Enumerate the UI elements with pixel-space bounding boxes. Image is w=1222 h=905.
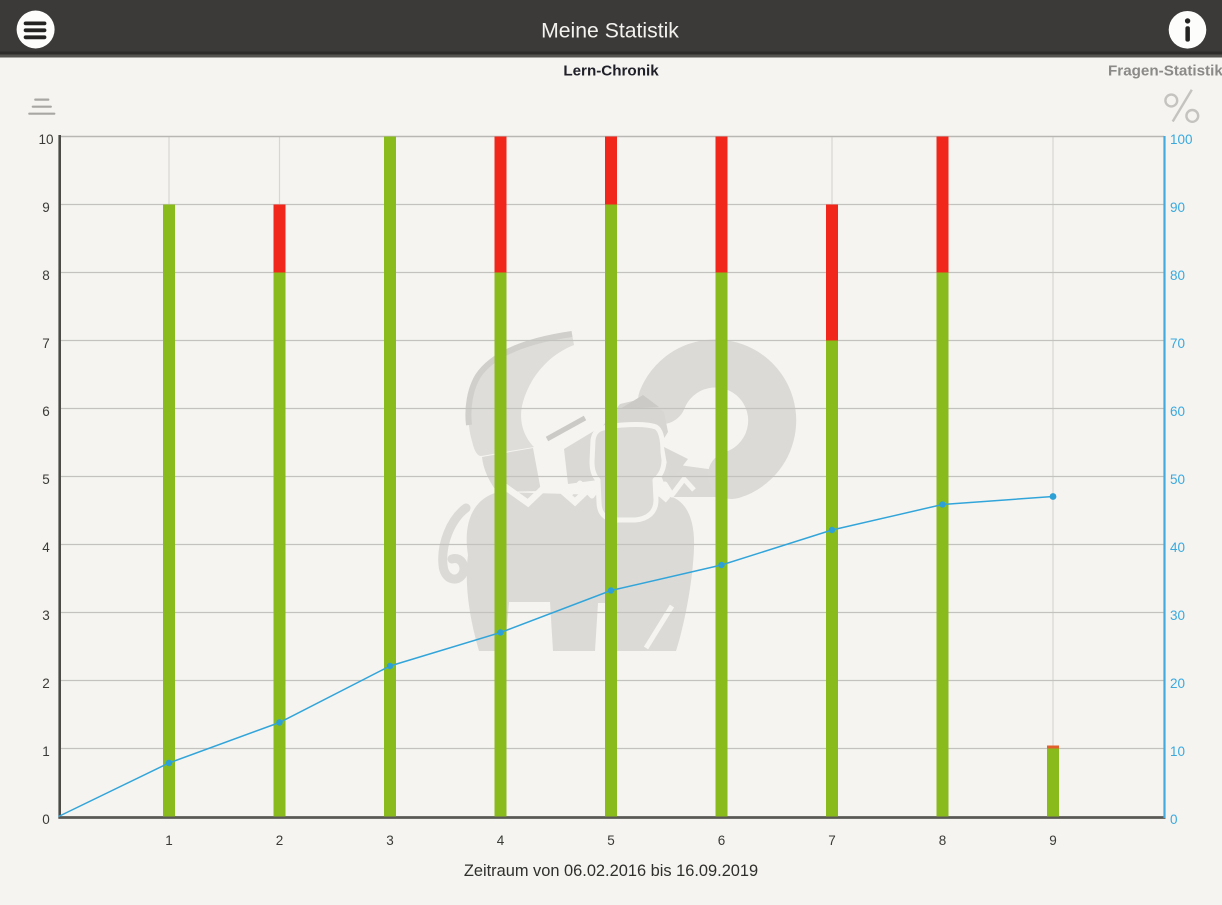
svg-text:9: 9 [42, 200, 50, 215]
svg-text:30: 30 [1170, 608, 1185, 623]
svg-text:6: 6 [42, 404, 50, 419]
svg-text:7: 7 [828, 833, 836, 848]
svg-text:40: 40 [1170, 540, 1185, 555]
svg-text:5: 5 [607, 833, 615, 848]
svg-text:Fragen-Statistik: Fragen-Statistik [1108, 63, 1222, 80]
svg-text:90: 90 [1170, 200, 1185, 215]
svg-text:3: 3 [42, 608, 50, 623]
svg-text:Lern-Chronik: Lern-Chronik [563, 63, 659, 80]
svg-text:20: 20 [1170, 676, 1185, 691]
svg-text:Zeitraum von 06.02.2016 bis 16: Zeitraum von 06.02.2016 bis 16.09.2019 [464, 862, 758, 880]
svg-text:10: 10 [1170, 744, 1185, 759]
svg-text:2: 2 [42, 676, 50, 691]
svg-text:0: 0 [42, 812, 50, 827]
svg-text:2: 2 [276, 833, 284, 848]
svg-text:50: 50 [1170, 472, 1185, 487]
svg-text:Meine Statistik: Meine Statistik [541, 20, 679, 43]
svg-text:8: 8 [939, 833, 947, 848]
svg-text:4: 4 [497, 833, 505, 848]
svg-text:1: 1 [165, 833, 173, 848]
svg-text:80: 80 [1170, 268, 1185, 283]
svg-text:60: 60 [1170, 404, 1185, 419]
svg-text:3: 3 [386, 833, 394, 848]
svg-text:4: 4 [42, 540, 50, 555]
svg-text:0: 0 [1170, 812, 1178, 827]
svg-text:8: 8 [42, 268, 50, 283]
svg-text:9: 9 [1049, 833, 1057, 848]
svg-text:7: 7 [42, 336, 50, 351]
svg-text:1: 1 [42, 744, 50, 759]
svg-text:70: 70 [1170, 336, 1185, 351]
svg-text:100: 100 [1170, 132, 1193, 147]
svg-text:10: 10 [38, 132, 53, 147]
svg-text:5: 5 [42, 472, 50, 487]
svg-text:6: 6 [718, 833, 726, 848]
